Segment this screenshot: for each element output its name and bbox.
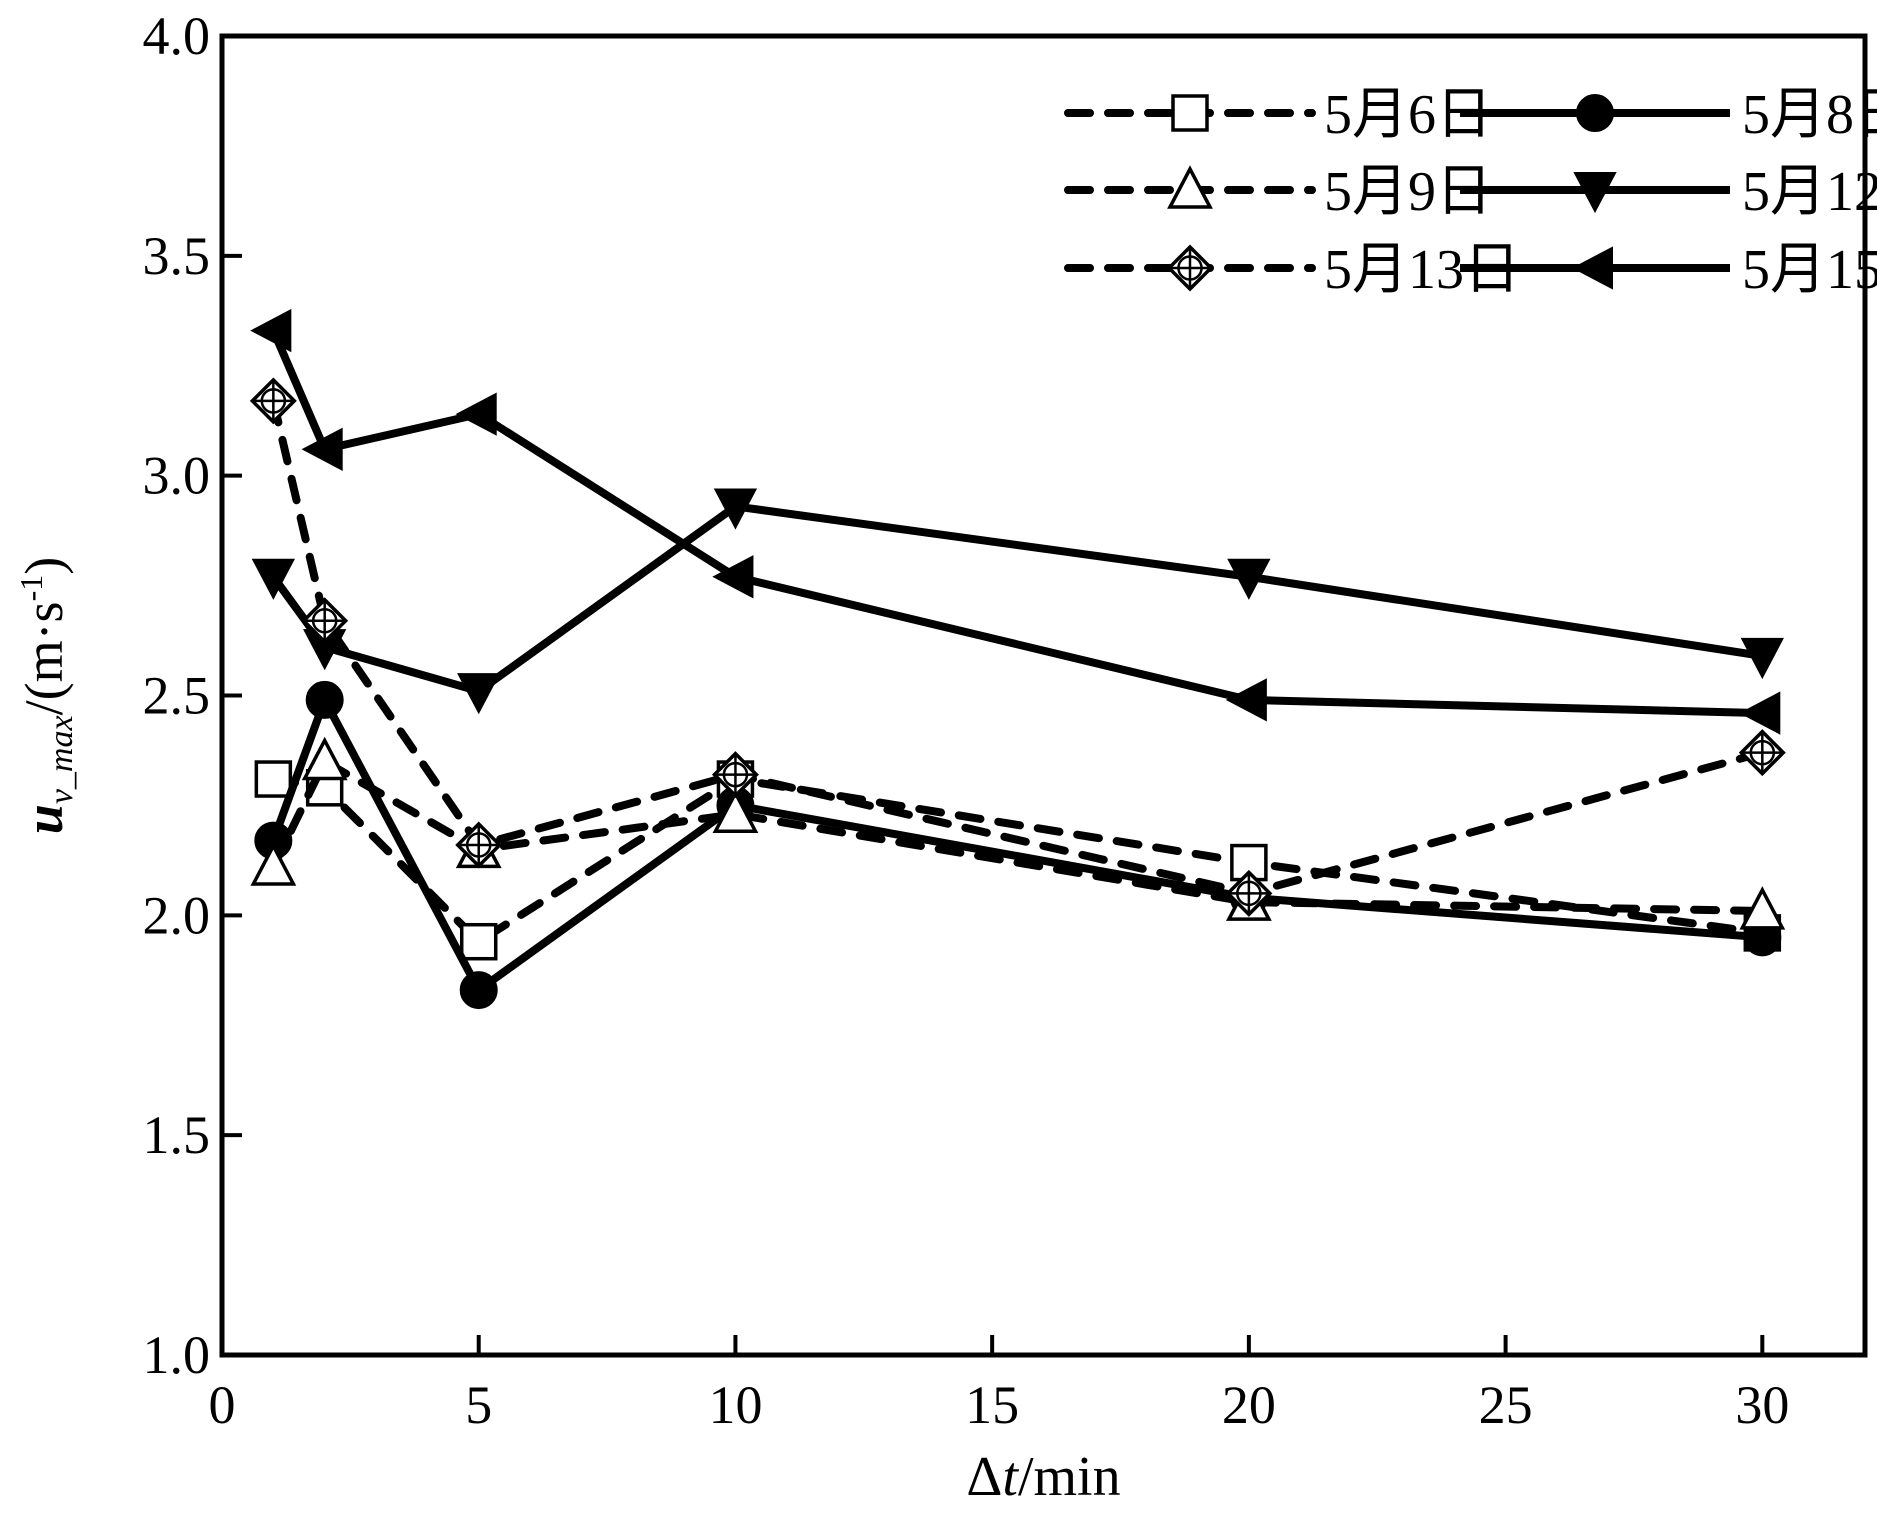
x-tick-label: 0 bbox=[209, 1375, 236, 1435]
legend-item-1: 5月6日 bbox=[1064, 84, 1492, 146]
data-point bbox=[251, 558, 296, 600]
x-axis-label-unit: /min bbox=[1018, 1446, 1121, 1508]
data-point bbox=[1740, 637, 1784, 680]
data-point bbox=[254, 760, 293, 798]
data-point bbox=[301, 427, 343, 471]
x-tick-label: 10 bbox=[708, 1375, 762, 1435]
data-point bbox=[305, 680, 344, 719]
data-point bbox=[712, 789, 759, 833]
x-axis-label-var: t bbox=[1002, 1446, 1019, 1508]
y-axis-label-unit: /(m·s bbox=[14, 601, 74, 715]
x-axis-label: Δt/min bbox=[966, 1446, 1120, 1508]
data-point bbox=[1227, 558, 1271, 600]
axes: 0 5 10 15 20 25 30 1.0 1.5 2.0 2.5 3.0 3.5 4.0 Δt/min u… bbox=[13, 6, 1868, 1508]
legend-marker bbox=[1576, 94, 1614, 132]
series-layer bbox=[249, 308, 1786, 1010]
legend-item-4: 5月12日 bbox=[1460, 161, 1877, 223]
series-6 bbox=[250, 308, 1781, 735]
series-line bbox=[269, 396, 1767, 898]
series-4 bbox=[251, 488, 1784, 715]
legend-label: 5月8日 bbox=[1742, 84, 1877, 146]
y-tick-label: 2.0 bbox=[143, 885, 211, 945]
data-point bbox=[459, 971, 498, 1010]
series-5 bbox=[249, 377, 1786, 917]
data-point bbox=[711, 751, 759, 799]
legend-label: 5月15日 bbox=[1742, 239, 1877, 301]
legend-marker bbox=[1171, 94, 1209, 132]
x-tick-label: 20 bbox=[1222, 1375, 1276, 1435]
data-point bbox=[455, 392, 497, 436]
legend-marker bbox=[1167, 165, 1213, 209]
series-line bbox=[269, 328, 1763, 718]
data-point bbox=[250, 842, 297, 886]
data-point bbox=[455, 821, 503, 869]
data-point bbox=[1739, 886, 1786, 930]
legend-item-5: 5月13日 bbox=[1064, 239, 1520, 301]
y-tick-label: 3.0 bbox=[143, 446, 211, 506]
y-tick-label: 2.5 bbox=[143, 666, 211, 726]
y-tick-label: 3.5 bbox=[143, 226, 211, 286]
data-point bbox=[712, 555, 754, 599]
x-axis-label-prefix: Δ bbox=[966, 1446, 1002, 1508]
legend-label: 5月12日 bbox=[1742, 161, 1877, 223]
y-tick-label: 4.0 bbox=[143, 6, 211, 66]
legend: 5月6日 5月8日 5月9日 5月12日 5月13日 5月15日 bbox=[1064, 84, 1877, 301]
data-point bbox=[249, 377, 297, 425]
data-point bbox=[1225, 678, 1267, 722]
data-point bbox=[301, 736, 348, 781]
data-point bbox=[1739, 691, 1781, 735]
plot-frame bbox=[219, 33, 1868, 1358]
x-tick-label: 30 bbox=[1735, 1375, 1789, 1435]
legend-marker bbox=[1573, 172, 1617, 214]
data-point bbox=[1225, 869, 1273, 917]
y-axis-label-var: u bbox=[14, 804, 74, 834]
legend-marker bbox=[1571, 246, 1613, 290]
legend-item-3: 5月9日 bbox=[1064, 161, 1492, 223]
data-point bbox=[250, 308, 292, 353]
legend-item-6: 5月15日 bbox=[1460, 239, 1877, 301]
y-axis-label-close: ) bbox=[14, 557, 74, 575]
legend-marker bbox=[1166, 244, 1214, 292]
data-point bbox=[1738, 729, 1786, 777]
x-tick-label: 25 bbox=[1479, 1375, 1533, 1435]
y-axis-label-sup: -1 bbox=[13, 575, 49, 602]
data-point bbox=[301, 597, 349, 645]
data-point bbox=[459, 922, 498, 961]
x-tick-label: 5 bbox=[465, 1375, 492, 1435]
y-axis-label-sub: v_max bbox=[43, 715, 80, 804]
y-tick-label: 1.0 bbox=[143, 1325, 211, 1385]
data-point bbox=[713, 488, 758, 530]
legend-item-2: 5月8日 bbox=[1460, 84, 1877, 146]
y-axis-label: uv_max/(m·s-1) bbox=[13, 557, 80, 834]
x-tick-label: 15 bbox=[965, 1375, 1019, 1435]
y-tick-label: 1.5 bbox=[143, 1105, 211, 1165]
data-point bbox=[457, 673, 501, 715]
series-line bbox=[270, 502, 1763, 696]
